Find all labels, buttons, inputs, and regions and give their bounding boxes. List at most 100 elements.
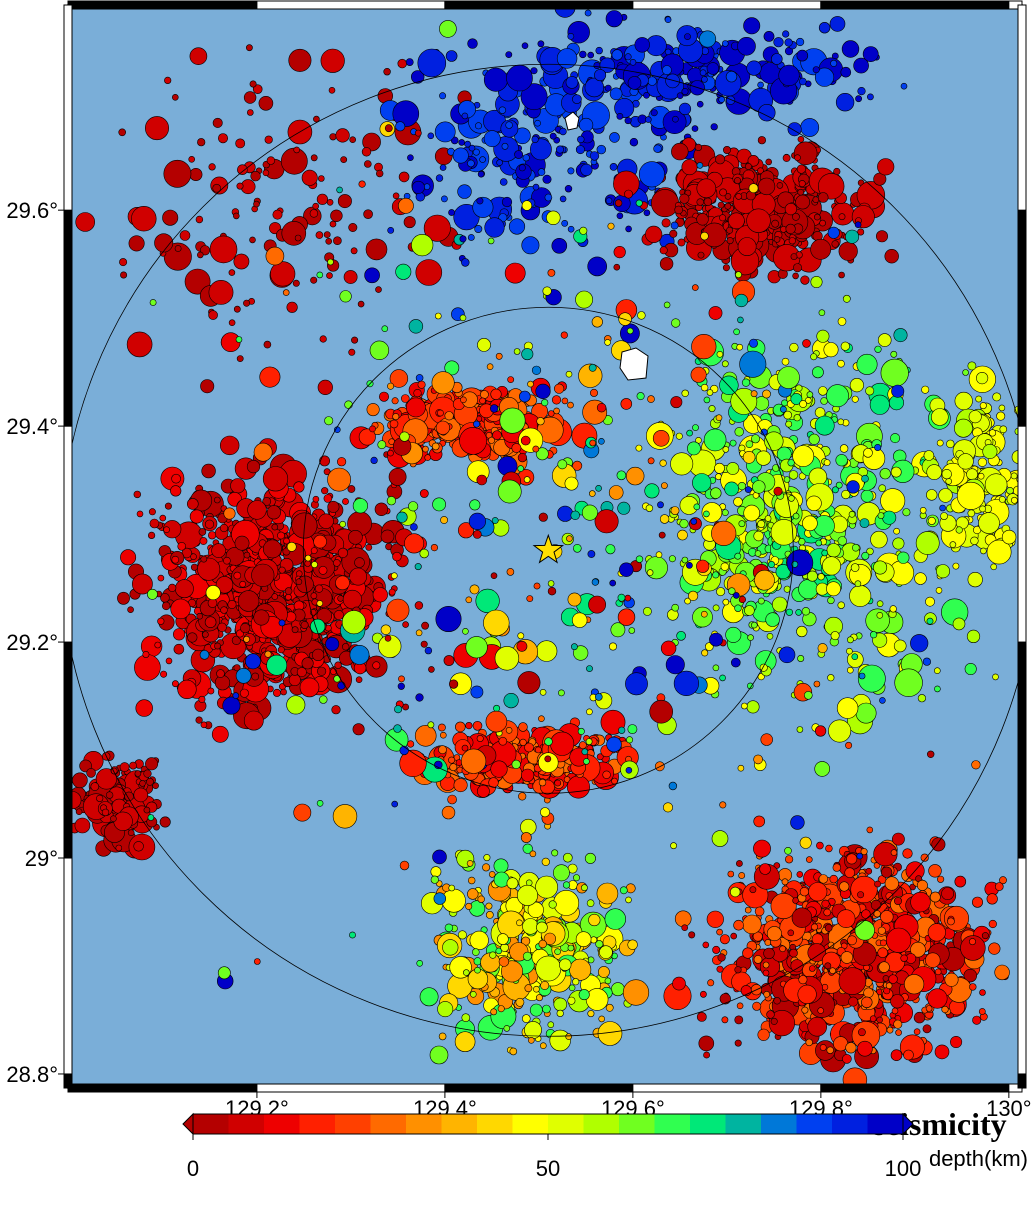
quake-dot xyxy=(580,163,593,176)
quake-dot xyxy=(609,162,618,171)
quake-dot xyxy=(853,57,869,74)
quake-dot xyxy=(148,508,156,516)
quake-dot xyxy=(659,246,668,255)
quake-dot xyxy=(860,489,874,503)
quake-dot xyxy=(823,459,831,466)
quake-dot xyxy=(737,36,756,56)
quake-dot xyxy=(674,910,692,928)
quake-dot xyxy=(131,573,153,595)
quake-dot xyxy=(357,300,365,308)
quake-dot xyxy=(363,209,373,219)
quake-dot xyxy=(762,969,770,977)
quake-dot xyxy=(738,520,746,528)
quake-dot xyxy=(330,209,343,223)
quake-dot xyxy=(734,1039,742,1047)
quake-dot xyxy=(950,1036,963,1049)
quake-dot xyxy=(994,882,1004,891)
quake-dot xyxy=(734,966,742,974)
quake-dot xyxy=(565,76,579,89)
quake-dot xyxy=(239,580,246,588)
quake-dot xyxy=(840,951,854,964)
quake-dot xyxy=(785,608,794,616)
quake-dot xyxy=(325,238,333,245)
quake-dot xyxy=(553,890,580,916)
quake-dot xyxy=(870,899,882,911)
quake-dot xyxy=(722,598,730,606)
quake-dot xyxy=(518,164,526,172)
quake-dot xyxy=(634,37,650,53)
quake-dot xyxy=(522,154,530,162)
quake-dot xyxy=(893,527,900,535)
quake-dot xyxy=(645,225,663,243)
quake-dot xyxy=(349,567,368,586)
quake-dot xyxy=(851,395,859,403)
quake-dot xyxy=(771,219,780,228)
quake-dot xyxy=(337,547,349,559)
quake-dot xyxy=(562,852,573,863)
quake-dot xyxy=(808,965,816,972)
quake-dot xyxy=(763,990,771,998)
quake-dot xyxy=(701,649,709,657)
quake-dot xyxy=(312,202,320,210)
quake-dot xyxy=(624,53,632,61)
quake-dot xyxy=(466,860,474,867)
quake-dot xyxy=(719,934,730,945)
quake-dot xyxy=(197,557,221,581)
quake-dot xyxy=(795,609,802,616)
quake-dot xyxy=(578,989,590,1001)
quake-dot xyxy=(443,655,455,666)
quake-dot xyxy=(520,768,535,782)
quake-dot xyxy=(162,209,179,226)
quake-dot xyxy=(968,410,982,424)
quake-dot xyxy=(892,832,905,846)
quake-dot xyxy=(650,109,658,117)
quake-dot xyxy=(586,708,593,716)
quake-dot xyxy=(714,462,725,474)
quake-dot xyxy=(609,132,620,143)
quake-dot xyxy=(840,341,850,351)
quake-dot xyxy=(696,162,704,169)
quake-dot xyxy=(717,953,726,962)
quake-dot xyxy=(842,294,851,303)
quake-dot xyxy=(605,10,623,28)
quake-dot xyxy=(544,193,553,202)
quake-dot xyxy=(133,490,142,499)
quake-dot xyxy=(482,863,491,872)
quake-dot xyxy=(776,182,784,189)
quake-dot xyxy=(618,726,626,734)
quake-dot xyxy=(222,696,241,715)
quake-dot xyxy=(485,911,494,919)
quake-dot xyxy=(721,40,729,47)
quake-dot xyxy=(253,442,273,462)
quake-dot xyxy=(324,416,334,426)
quake-dot xyxy=(796,49,809,62)
quake-dot xyxy=(534,119,541,127)
quake-dot xyxy=(696,100,704,108)
quake-dot xyxy=(430,866,442,878)
quake-dot xyxy=(365,544,373,551)
quake-dot xyxy=(854,221,862,228)
quake-dot xyxy=(676,630,686,641)
quake-dot xyxy=(535,746,542,754)
quake-dot xyxy=(342,589,363,610)
quake-dot xyxy=(491,517,499,524)
quake-dot xyxy=(647,457,655,465)
quake-dot xyxy=(792,212,800,221)
quake-dot xyxy=(514,150,523,159)
quake-dot xyxy=(619,886,628,895)
quake-dot xyxy=(729,439,737,447)
quake-dot xyxy=(722,446,730,453)
quake-dot xyxy=(977,472,985,480)
quake-dot xyxy=(435,420,451,435)
quake-dot xyxy=(626,736,634,744)
quake-dot xyxy=(755,450,772,466)
quake-dot xyxy=(430,543,439,552)
quake-dot xyxy=(162,601,171,611)
quake-dot xyxy=(596,144,606,155)
quake-dot xyxy=(233,664,241,672)
quake-dot xyxy=(727,870,735,878)
quake-dot xyxy=(304,554,312,562)
quake-dot xyxy=(374,502,389,516)
quake-dot xyxy=(929,891,941,903)
quake-dot xyxy=(671,603,680,612)
